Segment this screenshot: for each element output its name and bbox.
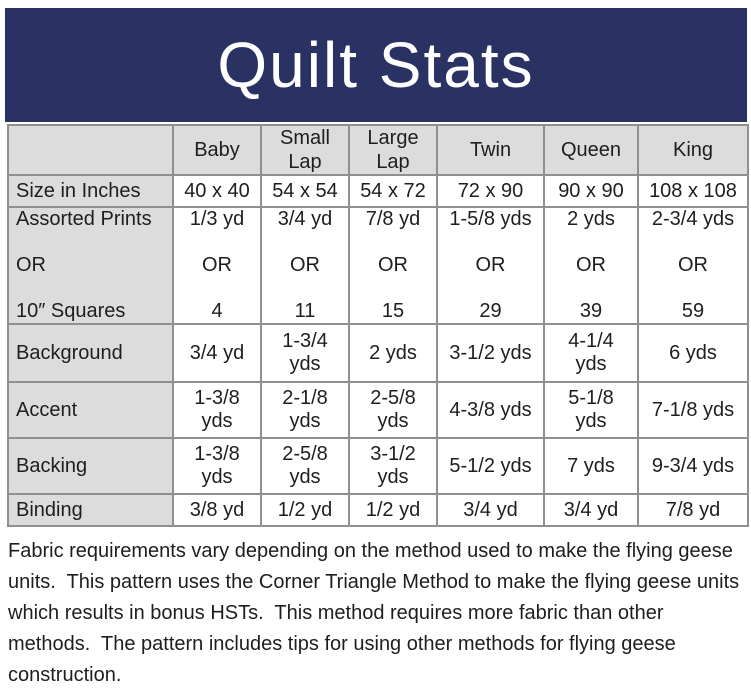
row-label-binding: Binding xyxy=(7,493,174,527)
data-cell: 3/4 yd xyxy=(172,323,262,383)
data-cell: 1-3/4 yds xyxy=(260,323,350,383)
table-row-assorted-prints: Assorted Prints OR 10″ Squares 1/3 yd OR… xyxy=(7,206,749,325)
footer-paragraph: Fabric requirements vary depending on th… xyxy=(8,540,745,686)
data-cell: 3/8 yd xyxy=(172,493,262,527)
table-row-accent: Accent 1-3/8 yds 2-1/8 yds 2-5/8 yds 4-3… xyxy=(7,381,749,439)
column-header-king: King xyxy=(637,124,749,176)
data-cell: 5-1/8 yds xyxy=(543,381,639,439)
data-cell: 7/8 yd xyxy=(637,493,749,527)
column-header-large-lap: Large Lap xyxy=(348,124,438,176)
data-cell: 2-1/8 yds xyxy=(260,381,350,439)
row-label-assorted-prints: Assorted Prints OR 10″ Squares xyxy=(7,206,174,325)
column-header-twin: Twin xyxy=(436,124,545,176)
data-cell: 72 x 90 xyxy=(436,174,545,208)
data-cell: 3-1/2 yds xyxy=(436,323,545,383)
data-cell: 3/4 yd xyxy=(543,493,639,527)
data-cell: 90 x 90 xyxy=(543,174,639,208)
data-cell: 108 x 108 xyxy=(637,174,749,208)
data-cell: 7-1/8 yds xyxy=(637,381,749,439)
data-cell: 40 x 40 xyxy=(172,174,262,208)
data-cell: 2-5/8 yds xyxy=(260,437,350,495)
column-header-small-lap: Small Lap xyxy=(260,124,350,176)
data-cell: 4-1/4 yds xyxy=(543,323,639,383)
row-label-backing: Backing xyxy=(7,437,174,495)
page-title: Quilt Stats xyxy=(217,29,535,101)
corner-cell xyxy=(7,124,174,176)
title-banner: Quilt Stats xyxy=(5,8,747,122)
row-label-size: Size in Inches xyxy=(7,174,174,208)
data-cell: 1-5/8 yds OR 29 xyxy=(436,206,545,325)
table-row-size: Size in Inches 40 x 40 54 x 54 54 x 72 7… xyxy=(7,174,749,208)
data-cell: 2 yds OR 39 xyxy=(543,206,639,325)
data-cell: 3/4 yd xyxy=(436,493,545,527)
quilt-stats-table: Baby Small Lap Large Lap Twin Queen King… xyxy=(7,124,749,527)
data-cell: 2-3/4 yds OR 59 xyxy=(637,206,749,325)
data-cell: 9-3/4 yds xyxy=(637,437,749,495)
data-cell: 1/2 yd xyxy=(260,493,350,527)
column-header-queen: Queen xyxy=(543,124,639,176)
data-cell: 1-3/8 yds xyxy=(172,381,262,439)
data-cell: 54 x 72 xyxy=(348,174,438,208)
data-cell: 1/2 yd xyxy=(348,493,438,527)
data-cell: 3-1/2 yds xyxy=(348,437,438,495)
data-cell: 7 yds xyxy=(543,437,639,495)
column-header-baby: Baby xyxy=(172,124,262,176)
data-cell: 1-3/8 yds xyxy=(172,437,262,495)
data-cell: 5-1/2 yds xyxy=(436,437,545,495)
data-cell: 2-5/8 yds xyxy=(348,381,438,439)
data-cell: 2 yds xyxy=(348,323,438,383)
header-row: Baby Small Lap Large Lap Twin Queen King xyxy=(7,124,749,176)
data-cell: 7/8 yd OR 15 xyxy=(348,206,438,325)
row-label-background: Background xyxy=(7,323,174,383)
data-cell: 1/3 yd OR 4 xyxy=(172,206,262,325)
data-cell: 4-3/8 yds xyxy=(436,381,545,439)
table-row-binding: Binding 3/8 yd 1/2 yd 1/2 yd 3/4 yd 3/4 … xyxy=(7,493,749,527)
data-cell: 3/4 yd OR 11 xyxy=(260,206,350,325)
data-cell: 6 yds xyxy=(637,323,749,383)
data-cell: 54 x 54 xyxy=(260,174,350,208)
table-row-backing: Backing 1-3/8 yds 2-5/8 yds 3-1/2 yds 5-… xyxy=(7,437,749,495)
table-row-background: Background 3/4 yd 1-3/4 yds 2 yds 3-1/2 … xyxy=(7,323,749,383)
row-label-accent: Accent xyxy=(7,381,174,439)
